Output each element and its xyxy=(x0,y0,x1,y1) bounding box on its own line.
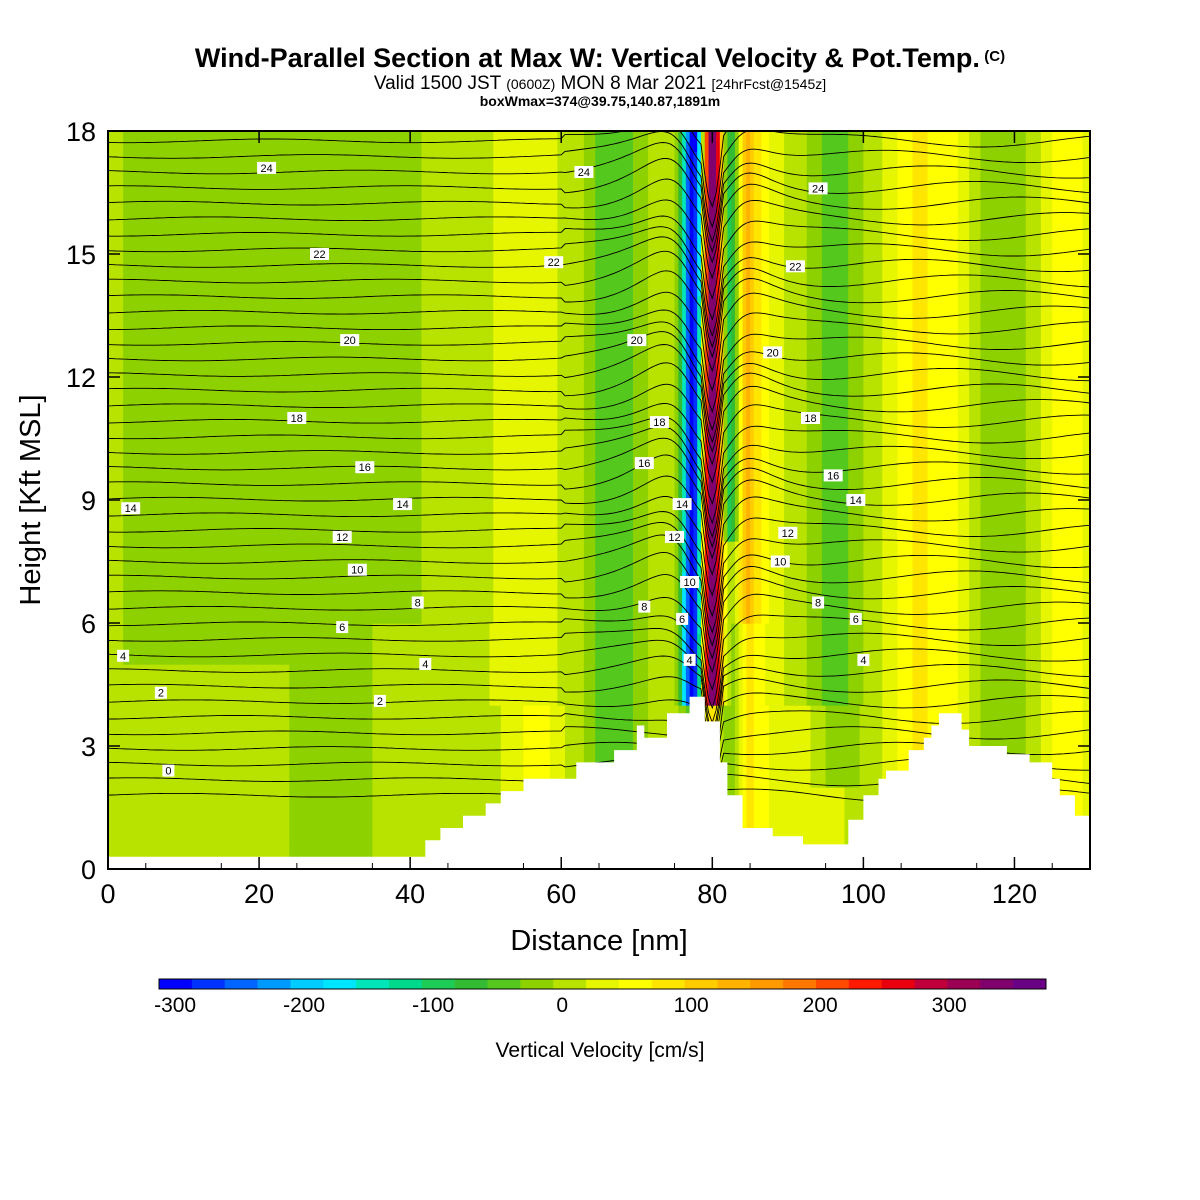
colorbar-swatch xyxy=(783,979,816,989)
colorbar-swatch xyxy=(915,979,948,989)
colorbar-swatch xyxy=(652,979,685,989)
colorbar-swatch xyxy=(192,979,225,989)
x-tick-label: 0 xyxy=(100,879,115,909)
colorbar-tick-label: 300 xyxy=(932,994,967,1017)
colorbar-swatch xyxy=(258,979,291,989)
contour-label: 12 xyxy=(668,532,680,544)
colorbar-swatch xyxy=(1013,979,1046,989)
contour-label: 0 xyxy=(165,766,171,778)
colorbar-swatch xyxy=(520,979,553,989)
y-axis-title: Height [Kft MSL] xyxy=(15,394,47,605)
colorbar-swatch xyxy=(816,979,849,989)
colorbar-swatch xyxy=(422,979,455,989)
colorbar-swatch xyxy=(225,979,258,989)
contour-label: 16 xyxy=(638,458,650,470)
contour-label: 14 xyxy=(125,503,137,515)
colorbar-title: Vertical Velocity [cm/s] xyxy=(496,1039,705,1062)
y-tick-label: 18 xyxy=(66,117,96,147)
colorbar-swatch xyxy=(947,979,980,989)
contour-label: 22 xyxy=(548,257,560,269)
contour-label: 22 xyxy=(313,249,325,261)
colorbar-tick-label: -100 xyxy=(412,994,454,1017)
contour-label: 6 xyxy=(679,614,685,626)
x-tick-label: 100 xyxy=(841,879,886,909)
contour-label: 8 xyxy=(815,598,821,610)
x-tick-label: 80 xyxy=(697,879,727,909)
contour-label: 6 xyxy=(339,622,345,634)
colorbar-swatch xyxy=(290,979,323,989)
contour-label: 24 xyxy=(260,163,272,175)
colorbar-swatch xyxy=(849,979,882,989)
colorbar-swatch xyxy=(717,979,750,989)
chart-canvas: 24 24242222 2220 202018 18 1816 161614 14 14 1412… xyxy=(0,0,1200,1200)
contour-label: 4 xyxy=(120,651,126,663)
colorbar-swatch xyxy=(750,979,783,989)
colorbar-tick-label: 100 xyxy=(674,994,709,1017)
contour-label: 4 xyxy=(860,655,866,667)
colorbar-swatch xyxy=(685,979,718,989)
contour-label: 14 xyxy=(676,499,688,511)
contour-label: 4 xyxy=(422,659,428,671)
contour-label: 22 xyxy=(789,261,801,273)
contour-label: 8 xyxy=(641,602,647,614)
x-tick-label: 60 xyxy=(546,879,576,909)
contour-label: 20 xyxy=(344,335,356,347)
x-tick-label: 120 xyxy=(992,879,1037,909)
contour-label: 18 xyxy=(291,413,303,425)
contour-label: 20 xyxy=(631,335,643,347)
y-tick-label: 0 xyxy=(81,855,96,885)
y-tick-label: 3 xyxy=(81,732,96,762)
contour-label: 10 xyxy=(774,557,786,569)
colorbar-swatch xyxy=(882,979,915,989)
contour-label: 14 xyxy=(396,499,408,511)
colorbar-swatch xyxy=(586,979,619,989)
colorbar-tick-label: 0 xyxy=(556,994,568,1017)
contour-label: 4 xyxy=(687,655,693,667)
colorbar-swatch xyxy=(389,979,422,989)
colorbar-swatch xyxy=(619,979,652,989)
colorbar-tick-label: -200 xyxy=(283,994,325,1017)
contour-label: 8 xyxy=(415,598,421,610)
y-tick-label: 12 xyxy=(66,363,96,393)
contour-label: 24 xyxy=(812,183,824,195)
colorbar-swatch xyxy=(323,979,356,989)
contour-label: 14 xyxy=(850,495,862,507)
x-tick-label: 20 xyxy=(244,879,274,909)
contour-label: 16 xyxy=(827,470,839,482)
y-tick-label: 6 xyxy=(81,609,96,639)
colorbar-swatch xyxy=(553,979,586,989)
contour-label: 2 xyxy=(158,688,164,700)
contour-label: 10 xyxy=(683,577,695,589)
colorbar-tick-label: -300 xyxy=(154,994,196,1017)
colorbar-swatch xyxy=(488,979,521,989)
colorbar-swatch xyxy=(356,979,389,989)
contour-label: 20 xyxy=(767,347,779,359)
colorbar: -300 -200 -100 0 100 200 300 xyxy=(154,979,1046,1017)
colorbar-swatch xyxy=(980,979,1013,989)
y-tick-label: 9 xyxy=(81,486,96,516)
colorbar-swatch xyxy=(455,979,488,989)
colorbar-tick-label: 200 xyxy=(803,994,838,1017)
contour-label: 12 xyxy=(782,528,794,540)
contour-label: 16 xyxy=(359,462,371,474)
contour-label: 2 xyxy=(377,696,383,708)
x-axis-title: Distance [nm] xyxy=(510,925,687,957)
x-tick-label: 40 xyxy=(395,879,425,909)
contour-label: 18 xyxy=(653,417,665,429)
contour-label: 12 xyxy=(336,532,348,544)
contour-label: 24 xyxy=(578,167,590,179)
contour-label: 18 xyxy=(804,413,816,425)
colorbar-swatch xyxy=(159,979,192,989)
contour-label: 10 xyxy=(351,565,363,577)
contour-label: 6 xyxy=(853,614,859,626)
y-tick-label: 15 xyxy=(66,240,96,270)
